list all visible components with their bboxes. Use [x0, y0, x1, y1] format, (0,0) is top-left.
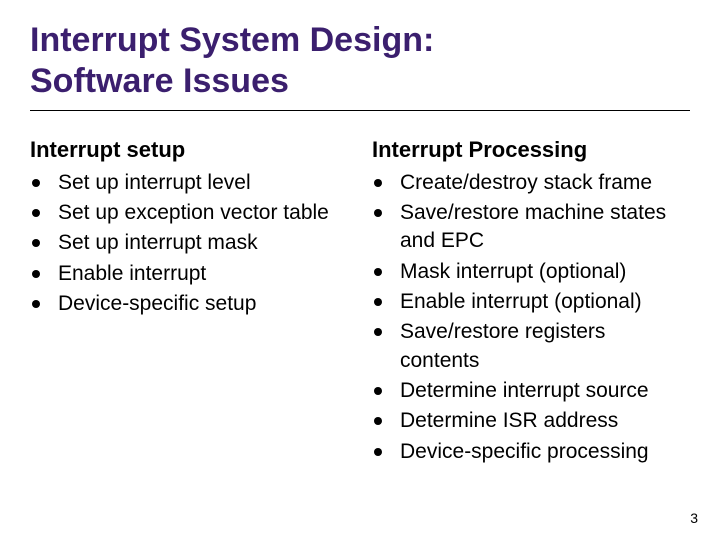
- list-item-text: Save/restore registers contents: [400, 318, 690, 375]
- list-item-text: Mask interrupt (optional): [400, 258, 626, 286]
- list-item: Device-specific processing: [372, 438, 690, 466]
- list-item: Mask interrupt (optional): [372, 258, 690, 286]
- title-line-2: Software Issues: [30, 62, 289, 100]
- right-column: Interrupt Processing Create/destroy stac…: [372, 137, 690, 468]
- list-item: Determine ISR address: [372, 407, 690, 435]
- left-column: Interrupt setup Set up interrupt level S…: [30, 137, 348, 468]
- list-item-text: Device-specific setup: [58, 290, 256, 318]
- left-list: Set up interrupt level Set up exception …: [30, 169, 348, 319]
- title-line-1: Interrupt System Design:: [30, 21, 434, 59]
- list-item: Save/restore machine states and EPC: [372, 199, 690, 256]
- list-item-text: Save/restore machine states and EPC: [400, 199, 690, 256]
- list-item-text: Set up interrupt mask: [58, 229, 258, 257]
- list-item: Enable interrupt (optional): [372, 288, 690, 316]
- list-item: Enable interrupt: [30, 260, 348, 288]
- list-item-text: Set up exception vector table: [58, 199, 329, 227]
- bullet-icon: [374, 209, 382, 217]
- list-item-text: Enable interrupt: [58, 260, 206, 288]
- list-item-text: Determine interrupt source: [400, 377, 649, 405]
- list-item-text: Set up interrupt level: [58, 169, 251, 197]
- bullet-icon: [374, 268, 382, 276]
- bullet-icon: [374, 387, 382, 395]
- list-item: Determine interrupt source: [372, 377, 690, 405]
- bullet-icon: [374, 328, 382, 336]
- bullet-icon: [32, 239, 40, 247]
- left-heading: Interrupt setup: [30, 137, 348, 163]
- list-item-text: Device-specific processing: [400, 438, 649, 466]
- list-item: Device-specific setup: [30, 290, 348, 318]
- bullet-icon: [374, 298, 382, 306]
- bullet-icon: [32, 179, 40, 187]
- title-underline: [30, 110, 690, 111]
- bullet-icon: [374, 179, 382, 187]
- content-columns: Interrupt setup Set up interrupt level S…: [30, 137, 690, 468]
- list-item: Create/destroy stack frame: [372, 169, 690, 197]
- list-item-text: Create/destroy stack frame: [400, 169, 652, 197]
- list-item-text: Enable interrupt (optional): [400, 288, 642, 316]
- list-item: Set up interrupt mask: [30, 229, 348, 257]
- bullet-icon: [374, 448, 382, 456]
- list-item: Set up interrupt level: [30, 169, 348, 197]
- bullet-icon: [32, 270, 40, 278]
- bullet-icon: [32, 300, 40, 308]
- list-item-text: Determine ISR address: [400, 407, 618, 435]
- bullet-icon: [32, 209, 40, 217]
- right-list: Create/destroy stack frame Save/restore …: [372, 169, 690, 466]
- bullet-icon: [374, 417, 382, 425]
- right-heading: Interrupt Processing: [372, 137, 690, 163]
- list-item: Set up exception vector table: [30, 199, 348, 227]
- page-number: 3: [690, 510, 698, 526]
- list-item: Save/restore registers contents: [372, 318, 690, 375]
- slide-title: Interrupt System Design: Software Issues: [30, 20, 690, 102]
